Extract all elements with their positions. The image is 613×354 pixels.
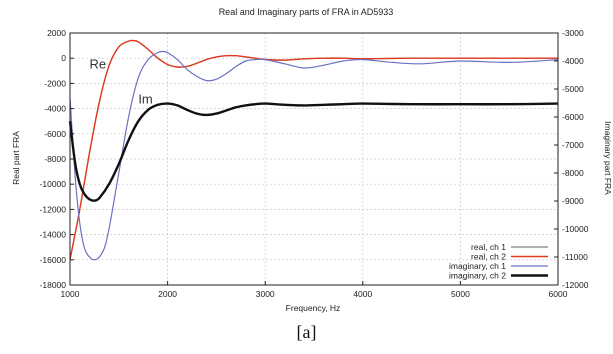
chart-title: Real and Imaginary parts of FRA in AD593… [219,7,394,17]
series-line-0 [69,39,558,260]
y2-tick-label: -4000 [562,56,584,66]
y2-tick-label: -7000 [562,140,584,150]
x-tick-label: 4000 [353,289,372,299]
y-tick-label: -2000 [44,78,66,88]
y-tick-label: -12000 [40,204,67,214]
y-tick-label: -16000 [40,255,67,265]
y-tick-label: -10000 [40,179,67,189]
y2-tick-label: -10000 [562,224,589,234]
y-tick-label: -4000 [44,104,66,114]
y-tick-label: 0 [61,53,66,63]
y2-tick-label: -5000 [562,84,584,94]
series-line-1 [69,39,558,260]
x-tick-label: 1000 [61,289,80,299]
annotation-0: Re [90,56,107,71]
annotations: Re Im [90,56,153,106]
x-tick-label: 3000 [256,289,275,299]
legend-label-0: real, ch 1 [471,242,506,252]
y2-tick-label: -12000 [562,280,589,290]
y2-tick-label: -11000 [562,252,588,262]
figure-caption: [a] [296,322,317,342]
annotation-1: Im [138,92,152,107]
x-tick-label: 5000 [451,289,470,299]
series-line-2 [69,50,559,261]
y2-tick-label: -8000 [562,168,584,178]
y2-axis-ticks: -3000 -4000 -5000 -6000 -7000 -8000 -9000 -1000… [554,28,589,290]
x-tick-label: 6000 [549,289,568,299]
legend-label-2: imaginary, ch 1 [449,261,506,271]
x-axis-ticks: 1000 2000 3000 4000 5000 6000 [61,281,568,299]
fra-chart: Real and Imaginary parts of FRA in AD593… [11,7,613,313]
y-tick-label: 2000 [47,28,66,38]
y-tick-label: -8000 [44,154,66,164]
y2-tick-label: -9000 [562,196,584,206]
x-tick-label: 2000 [158,289,177,299]
legend-label-1: real, ch 2 [471,252,506,262]
y2-axis-label: Imaginary part FRA [603,121,613,195]
y-tick-label: -18000 [40,280,67,290]
y-axis-label: Real part FRA [11,131,21,185]
y-tick-label: -6000 [44,129,66,139]
y2-tick-label: -3000 [562,28,584,38]
y-axis-ticks: 2000 0 -2000 -4000 -6000 -8000 -10000 -12000 -14… [40,28,74,290]
legend-label-3: imaginary, ch 2 [449,271,506,281]
x-axis-label: Frequency, Hz [286,303,341,313]
series-layer [68,39,559,261]
y-tick-label: -14000 [40,230,67,240]
y2-tick-label: -6000 [562,112,584,122]
series-line-3 [68,102,559,202]
